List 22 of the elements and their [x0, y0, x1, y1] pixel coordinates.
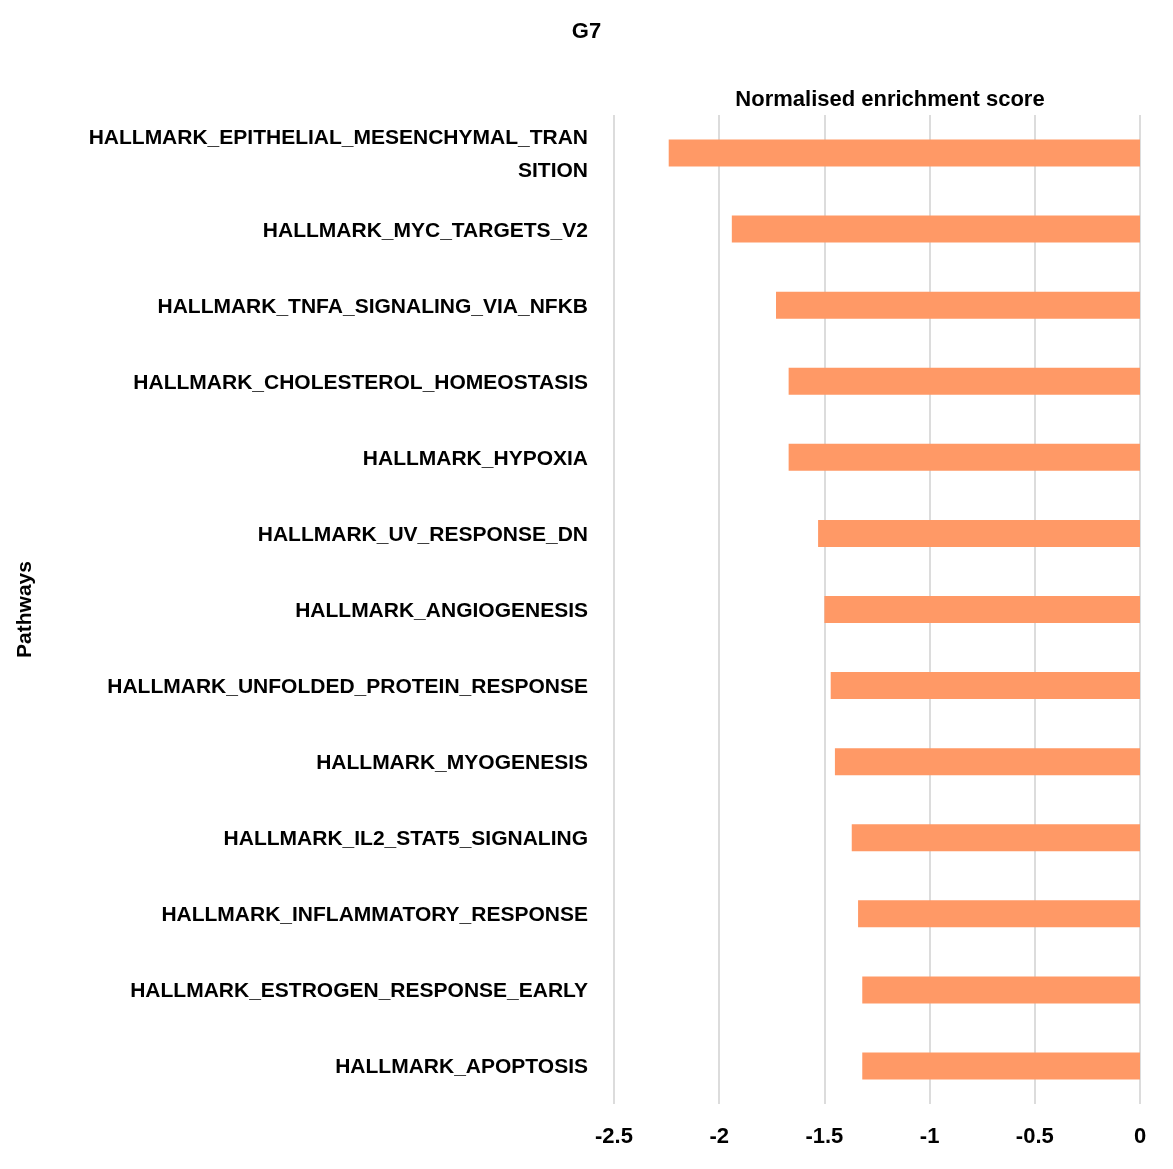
y-tick-label: HALLMARK_ANGIOGENESIS — [295, 598, 588, 621]
y-tick-label: HALLMARK_UV_RESPONSE_DN — [257, 521, 588, 545]
x-axis-title: Normalised enrichment score — [735, 85, 1045, 111]
chart-title: G7 — [571, 17, 602, 43]
y-tick-label: HALLMARK_IL2_STAT5_SIGNALING — [223, 826, 588, 850]
y-tick-label: HALLMARK_UNFOLDED_PROTEIN_RESPONSE — [107, 674, 588, 698]
x-tick-label: -1 — [919, 1122, 940, 1148]
y-tick-label: HALLMARK_CHOLESTEROL_HOMEOSTASIS — [133, 369, 588, 393]
x-tick-label: -1.5 — [805, 1122, 844, 1148]
x-tick-label: 0 — [1133, 1122, 1147, 1148]
y-tick-label: HALLMARK_HYPOXIA — [362, 445, 588, 469]
x-tick-label: -2.5 — [595, 1122, 633, 1148]
y-tick-label: HALLMARK_MYOGENESIS — [316, 750, 588, 774]
y-tick-label: HALLMARK_MYC_TARGETS_V2 — [262, 217, 588, 241]
y-tick-label: HALLMARK_ESTROGEN_RESPONSE_EARLY — [130, 978, 588, 1002]
y-tick-label: HALLMARK_EPITHELIAL_MESENCHYMAL_TRANSITION — [88, 125, 588, 182]
y-tick-label: HALLMARK_INFLAMMATORY_RESPONSE — [161, 902, 588, 926]
y-tick-label: HALLMARK_APOPTOSIS — [335, 1054, 588, 1078]
y-axis-title: Pathways — [12, 561, 35, 658]
x-tick-label: -2 — [709, 1122, 729, 1148]
x-tick-label: -0.5 — [1015, 1122, 1054, 1148]
y-tick-label: HALLMARK_TNFA_SIGNALING_VIA_NFKB — [157, 293, 588, 317]
